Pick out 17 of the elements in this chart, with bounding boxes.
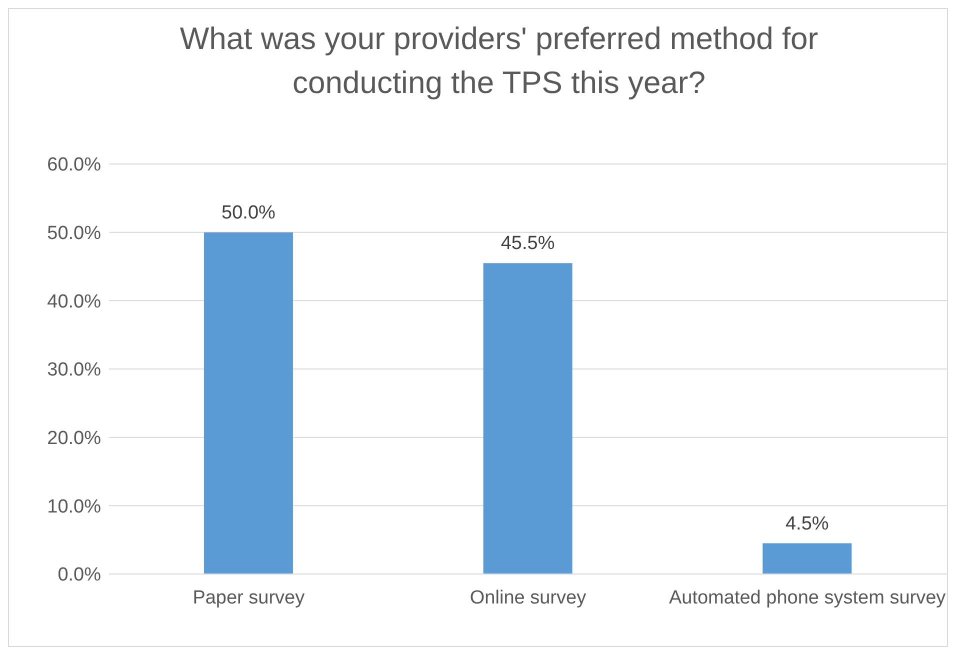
y-tick-label: 50.0%	[47, 223, 102, 244]
y-tick-label: 60.0%	[47, 154, 102, 176]
bar	[204, 232, 293, 574]
y-tick-label: 0.0%	[58, 564, 102, 586]
data-label: 45.5%	[500, 233, 555, 254]
y-tick-label: 40.0%	[47, 291, 102, 312]
x-tick-label: Online survey	[470, 587, 587, 608]
x-tick-label: Automated phone system survey	[668, 587, 946, 608]
x-tick-label: Paper survey	[192, 587, 306, 608]
bar	[762, 543, 852, 574]
data-label: 50.0%	[222, 202, 276, 224]
data-label: 4.5%	[785, 513, 829, 534]
bar	[483, 263, 572, 574]
y-tick-label: 20.0%	[47, 428, 102, 450]
y-tick-label: 30.0%	[47, 360, 102, 381]
y-tick-label: 10.0%	[47, 496, 102, 518]
chart-title: What was your providers' preferred method for conducting the TPS this year?	[178, 20, 820, 102]
